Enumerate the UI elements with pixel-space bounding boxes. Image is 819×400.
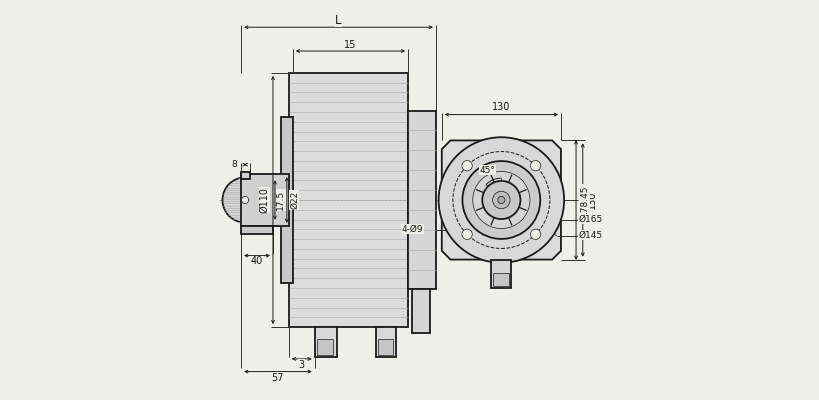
Bar — [408, 111, 435, 289]
Text: 3: 3 — [298, 360, 305, 370]
Text: 40: 40 — [251, 256, 263, 266]
Text: 178.45: 178.45 — [580, 184, 589, 216]
Bar — [241, 226, 273, 234]
Bar — [411, 289, 429, 333]
Text: Ø145: Ø145 — [578, 230, 602, 240]
Circle shape — [530, 229, 541, 240]
Circle shape — [242, 196, 248, 204]
Text: 8: 8 — [231, 160, 237, 169]
Circle shape — [482, 181, 520, 219]
Text: Ø165: Ø165 — [578, 214, 602, 224]
Bar — [281, 116, 292, 284]
Text: Ø22: Ø22 — [290, 191, 299, 209]
Text: 57: 57 — [271, 372, 284, 382]
Text: 130: 130 — [586, 191, 595, 209]
Bar — [491, 260, 511, 288]
Circle shape — [462, 161, 540, 239]
Bar — [492, 273, 509, 286]
Text: 45°: 45° — [479, 166, 495, 175]
Circle shape — [461, 229, 472, 240]
Circle shape — [497, 196, 505, 204]
Bar — [316, 338, 333, 355]
Circle shape — [222, 177, 268, 223]
Circle shape — [530, 160, 541, 171]
Text: Ø110: Ø110 — [259, 187, 269, 213]
Text: 130: 130 — [491, 102, 510, 112]
Text: 4-Ø9: 4-Ø9 — [401, 224, 423, 234]
Circle shape — [473, 171, 529, 228]
Bar — [314, 327, 336, 357]
Bar — [378, 338, 392, 355]
Circle shape — [492, 191, 509, 209]
Text: 15: 15 — [344, 40, 356, 50]
Bar — [288, 73, 408, 327]
Bar — [241, 172, 249, 179]
Polygon shape — [441, 140, 560, 260]
Text: L: L — [335, 14, 342, 26]
Bar — [376, 327, 396, 357]
Bar — [241, 174, 288, 226]
Circle shape — [438, 137, 563, 263]
Circle shape — [461, 160, 472, 171]
Text: 17.5: 17.5 — [276, 190, 285, 210]
